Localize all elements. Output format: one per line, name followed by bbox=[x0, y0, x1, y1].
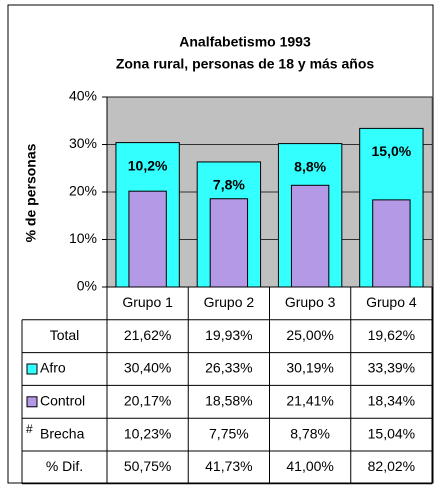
table-cell: 41,00% bbox=[286, 458, 333, 474]
data-label: 15,0% bbox=[372, 143, 412, 159]
table-cell: 82,02% bbox=[368, 458, 415, 474]
table-cell: 10,23% bbox=[124, 425, 171, 441]
y-tick-label: 40% bbox=[69, 88, 97, 104]
legend-label: Control bbox=[40, 393, 85, 409]
table-cell: 26,33% bbox=[205, 360, 252, 376]
table-cell: 21,41% bbox=[286, 393, 333, 409]
row-label: % Dif. bbox=[46, 458, 83, 474]
bar bbox=[372, 199, 411, 288]
table-cell: 41,73% bbox=[205, 458, 252, 474]
bar bbox=[209, 198, 249, 288]
table-cell: 30,19% bbox=[286, 360, 333, 376]
data-label: 10,2% bbox=[128, 157, 168, 173]
table-cell: 25,00% bbox=[286, 327, 333, 343]
table-cell: 19,93% bbox=[205, 327, 252, 343]
table-cell: 18,34% bbox=[368, 393, 415, 409]
row-label: Total bbox=[50, 327, 80, 343]
legend-label: Afro bbox=[40, 360, 66, 376]
table-cell: 18,58% bbox=[205, 393, 252, 409]
y-tick-label: 20% bbox=[69, 183, 97, 199]
data-label: 8,8% bbox=[294, 158, 326, 174]
table-cell: 8,78% bbox=[290, 425, 330, 441]
y-tick-label: 0% bbox=[77, 278, 97, 294]
legend-key bbox=[26, 396, 38, 408]
table-cell: 21,62% bbox=[124, 327, 171, 343]
table-cell: 50,75% bbox=[124, 458, 171, 474]
category-label: Grupo 3 bbox=[285, 294, 336, 310]
table-cell: 30,40% bbox=[124, 360, 171, 376]
legend-key bbox=[26, 363, 38, 375]
bar bbox=[128, 190, 167, 288]
legend-key: # bbox=[26, 422, 33, 436]
table-cell: 15,04% bbox=[368, 425, 415, 441]
y-axis-title: % de personas bbox=[23, 143, 39, 242]
row-label: Brecha bbox=[40, 425, 85, 441]
chart-title: Analfabetismo 1993 bbox=[179, 34, 311, 50]
y-tick-label: 30% bbox=[69, 135, 97, 151]
data-label: 7,8% bbox=[213, 177, 245, 193]
table-cell: 19,62% bbox=[368, 327, 415, 343]
category-label: Grupo 2 bbox=[204, 294, 255, 310]
chart-subtitle: Zona rural, personas de 18 y más años bbox=[116, 56, 375, 72]
category-label: Grupo 4 bbox=[366, 294, 417, 310]
bar bbox=[290, 184, 330, 288]
category-label: Grupo 1 bbox=[122, 294, 173, 310]
y-tick-label: 10% bbox=[69, 230, 97, 246]
table-cell: 7,75% bbox=[209, 425, 249, 441]
table-cell: 33,39% bbox=[368, 360, 415, 376]
table-cell: 20,17% bbox=[124, 393, 171, 409]
